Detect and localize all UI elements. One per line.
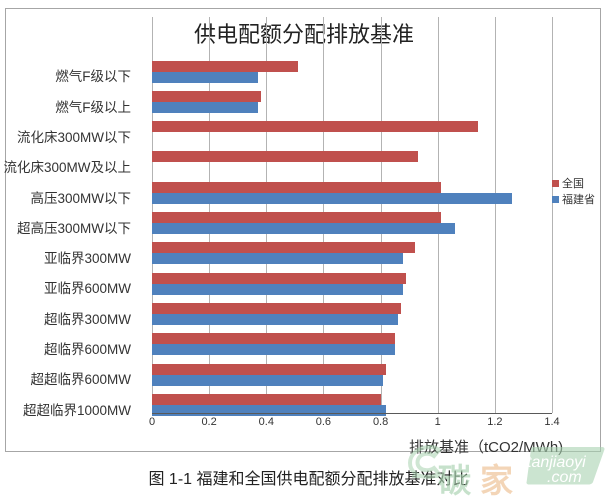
svg-text:碳: 碳: [438, 462, 472, 496]
svg-text:.com: .com: [547, 469, 582, 486]
svg-text:家: 家: [480, 462, 513, 496]
